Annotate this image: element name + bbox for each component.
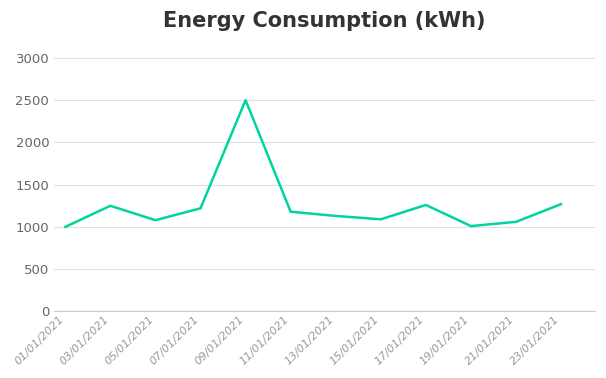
Title: Energy Consumption (kWh): Energy Consumption (kWh) (163, 11, 485, 31)
